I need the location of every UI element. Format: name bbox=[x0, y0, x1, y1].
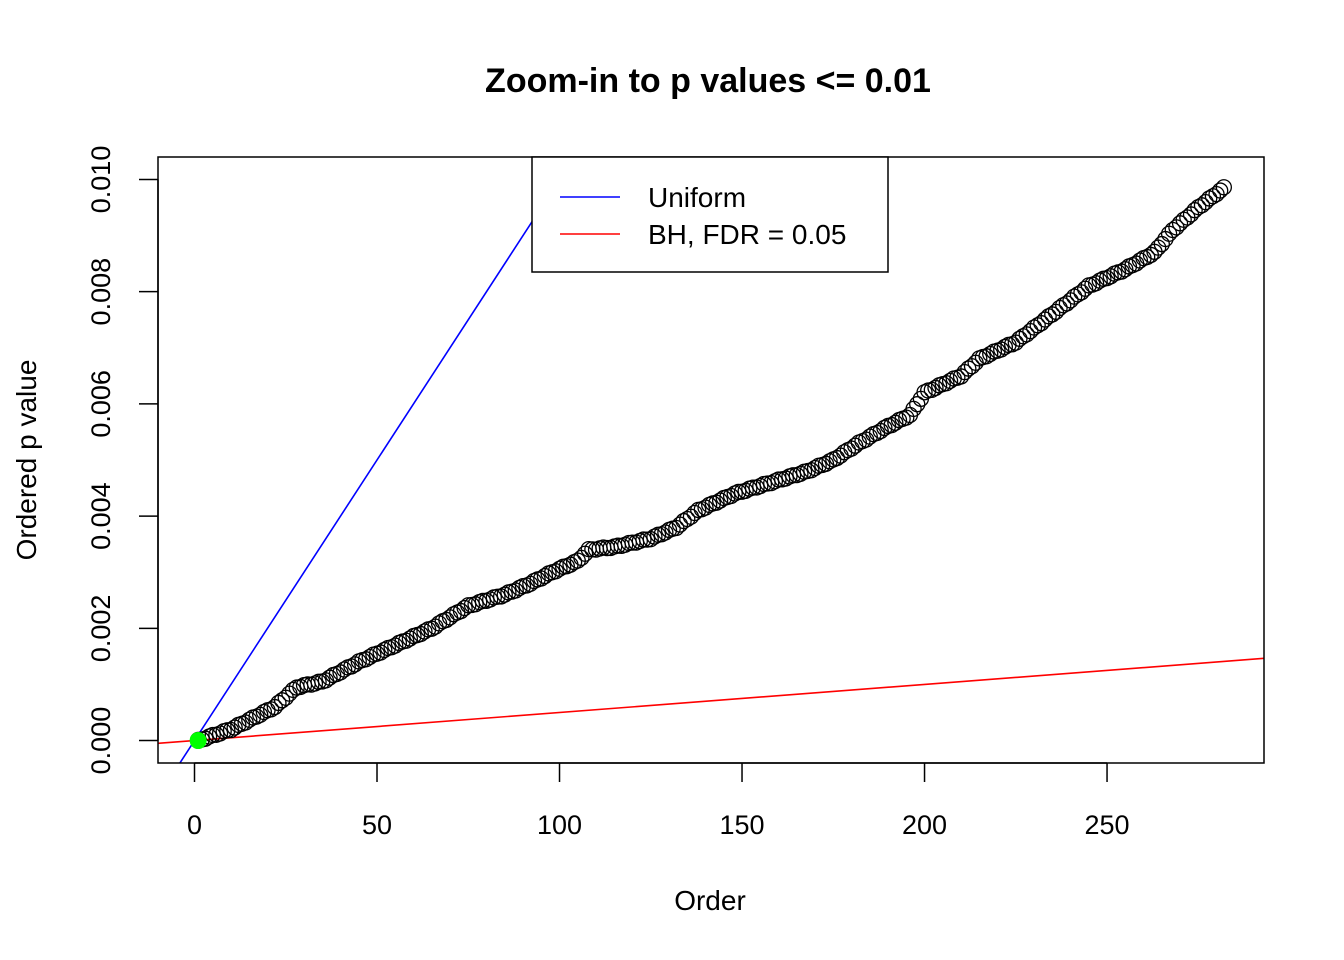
data-point bbox=[1131, 252, 1149, 269]
highlight-layer bbox=[189, 732, 207, 750]
data-point bbox=[401, 630, 419, 647]
x-tick-label: 200 bbox=[902, 810, 947, 840]
data-point bbox=[777, 470, 794, 487]
data-point bbox=[792, 465, 809, 482]
data-point bbox=[551, 560, 568, 577]
y-tick-label: 0.004 bbox=[86, 482, 116, 550]
data-point bbox=[766, 473, 784, 490]
y-axis-label: Ordered p value bbox=[11, 360, 42, 561]
data-point bbox=[226, 719, 243, 736]
data-point bbox=[927, 379, 944, 397]
legend: Uniform BH, FDR = 0.05 bbox=[531, 156, 889, 273]
legend-label-uniform: Uniform bbox=[648, 182, 746, 213]
x-tick-label: 150 bbox=[719, 810, 764, 840]
legend-box bbox=[531, 156, 889, 273]
x-axis: 0 50 100 150 200 250 bbox=[187, 762, 1130, 840]
data-point bbox=[916, 384, 933, 401]
data-point bbox=[241, 711, 258, 728]
data-point bbox=[686, 504, 703, 522]
data-point bbox=[806, 459, 824, 477]
data-point bbox=[909, 396, 926, 413]
legend-label-bh: BH, FDR = 0.05 bbox=[648, 219, 846, 250]
data-point bbox=[657, 524, 674, 541]
data-point bbox=[861, 428, 878, 445]
data-point bbox=[321, 669, 338, 686]
data-points bbox=[190, 179, 1232, 749]
data-point bbox=[496, 586, 513, 603]
data-point bbox=[376, 641, 393, 659]
data-point bbox=[730, 483, 747, 501]
reference-line bbox=[178, 157, 576, 763]
data-point bbox=[1212, 182, 1229, 199]
chart-title: Zoom-in to p values <= 0.01 bbox=[485, 62, 931, 100]
data-point bbox=[982, 345, 999, 363]
reference-lines bbox=[158, 157, 1264, 763]
y-axis: 0.000 0.002 0.004 0.006 0.008 0.010 bbox=[86, 146, 159, 775]
y-tick-label: 0.010 bbox=[86, 146, 116, 214]
data-point bbox=[336, 661, 353, 678]
data-point bbox=[467, 596, 484, 613]
data-point bbox=[635, 531, 652, 548]
data-point bbox=[821, 453, 838, 470]
data-point bbox=[876, 419, 893, 437]
data-point bbox=[1091, 272, 1108, 289]
data-point bbox=[996, 338, 1013, 356]
x-axis-label: Order bbox=[674, 885, 746, 916]
reference-line bbox=[158, 657, 1264, 745]
data-point bbox=[711, 492, 729, 509]
y-tick-label: 0.008 bbox=[86, 258, 116, 326]
data-point bbox=[752, 477, 769, 495]
data-point bbox=[482, 591, 499, 608]
data-point bbox=[306, 675, 324, 692]
data-point bbox=[737, 482, 754, 499]
data-point bbox=[456, 599, 473, 617]
data-point bbox=[646, 528, 663, 545]
x-tick-label: 250 bbox=[1085, 810, 1130, 840]
y-tick-label: 0.000 bbox=[86, 707, 116, 775]
data-point bbox=[474, 592, 492, 610]
data-point bbox=[941, 372, 959, 390]
x-tick-label: 50 bbox=[362, 810, 392, 840]
data-point bbox=[361, 648, 378, 666]
data-point bbox=[784, 467, 802, 484]
data-point bbox=[255, 703, 273, 721]
data-point bbox=[211, 725, 229, 742]
y-tick-label: 0.006 bbox=[86, 370, 116, 438]
y-tick-label: 0.002 bbox=[86, 595, 116, 663]
data-point bbox=[744, 479, 762, 496]
data-point bbox=[511, 579, 528, 597]
data-point bbox=[763, 474, 780, 492]
x-tick-label: 100 bbox=[537, 810, 582, 840]
data-point bbox=[416, 623, 433, 640]
data-point bbox=[536, 567, 554, 585]
highlighted-point bbox=[189, 732, 207, 750]
data-point bbox=[1215, 179, 1232, 196]
x-tick-label: 0 bbox=[187, 810, 202, 840]
data-point bbox=[284, 681, 302, 699]
